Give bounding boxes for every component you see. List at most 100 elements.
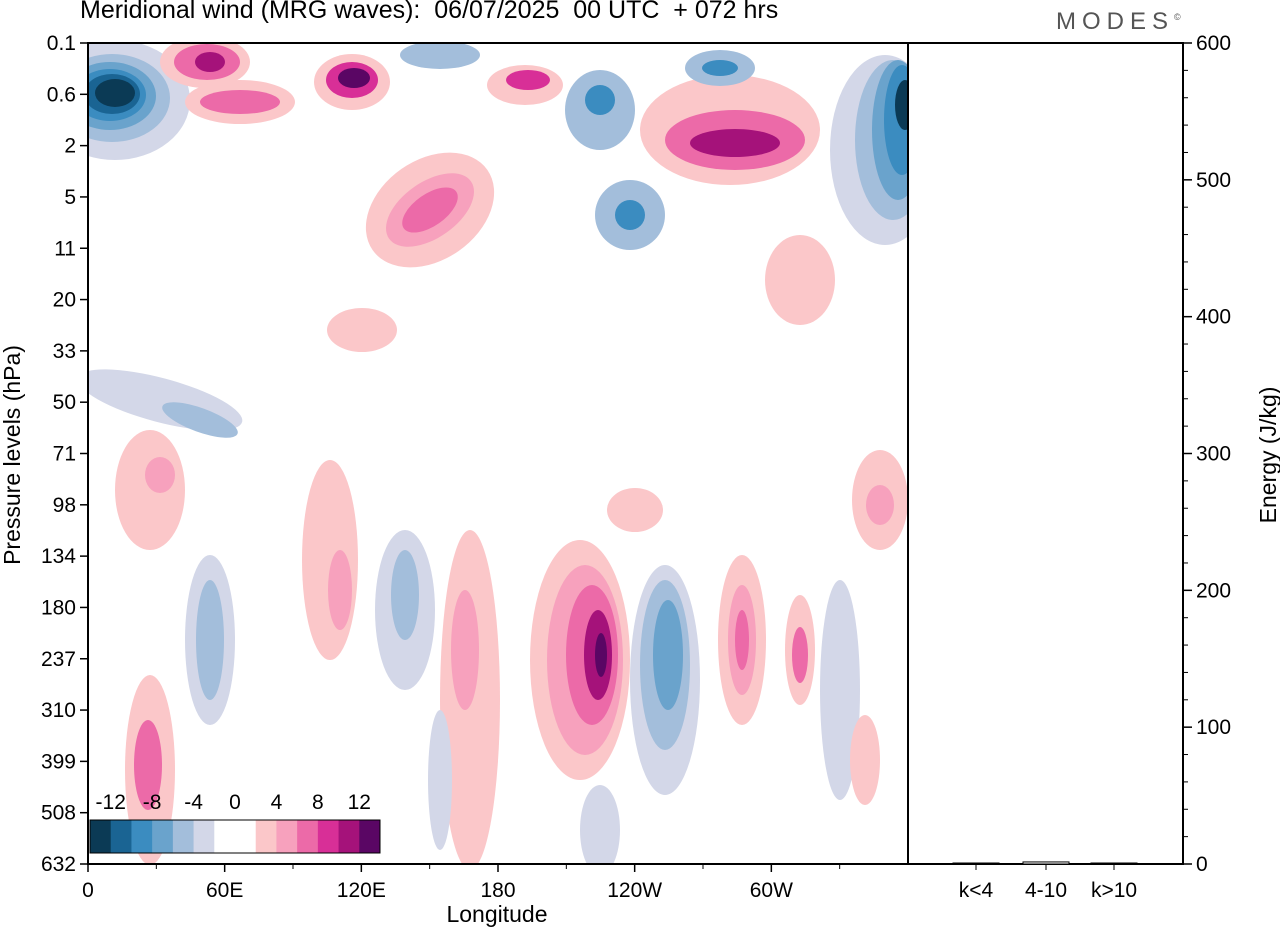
contour-neg-6 (95, 79, 135, 107)
modes-logo: MODES© (1056, 8, 1181, 35)
y-tick-label: 399 (41, 750, 76, 773)
colorbar-cell (193, 820, 215, 853)
colorbar-cell (110, 820, 132, 853)
energy-tick-label: 300 (1196, 443, 1231, 466)
x-tick-label: 180 (480, 879, 515, 902)
contour-pos-8 (338, 68, 370, 88)
contour-neg-17 (702, 60, 738, 76)
energy-tick-label: 100 (1196, 716, 1231, 739)
colorbar-cell (317, 820, 340, 853)
energy-bar (1090, 862, 1138, 865)
energy-axis: 0 100 200 300 400 500 600 (1183, 32, 1231, 876)
chart-title: Meridional wind (MRG waves): 06/07/2025 … (80, 0, 779, 24)
longitude-axis: 0 60E 120E 180 120W 60W (82, 864, 841, 902)
contour-neg-28 (820, 580, 860, 800)
bar-category-label: k>10 (1091, 879, 1137, 902)
y-tick-label: 71 (53, 443, 76, 466)
energy-tick-label: 600 (1196, 32, 1231, 55)
contour-neg-29 (580, 785, 620, 864)
contour-pos-34 (595, 633, 607, 677)
colorbar-cell (90, 820, 112, 853)
y-tick-label: 98 (53, 494, 76, 517)
colorbar-label: -4 (184, 791, 203, 814)
contour-pos-22 (607, 488, 663, 532)
y-tick-label: 20 (53, 289, 76, 312)
y-tick-label: 5 (64, 186, 76, 209)
contour-pos-19 (145, 457, 175, 493)
contour-neg-11 (895, 80, 908, 130)
energy-axis-title: Energy (J/kg) (1255, 387, 1280, 524)
colorbar-labels: -12 -8 -4 0 4 8 12 (96, 791, 371, 814)
contour-neg-22 (196, 580, 224, 700)
contour-pos-5 (200, 90, 280, 114)
energy-bars (952, 861, 1138, 865)
contour-pos-29 (451, 590, 479, 710)
contour-pos-16 (690, 129, 780, 157)
contour-pos-11 (402, 187, 458, 233)
contour-pos-18 (115, 430, 185, 550)
y-tick-label: 50 (53, 391, 76, 414)
energy-bar (952, 862, 1000, 865)
contour-pos-21 (866, 485, 894, 525)
y-tick-label: 11 (54, 237, 76, 260)
colorbar-cell (276, 820, 298, 853)
colorbar-cell (235, 820, 257, 853)
colorbar: -12 -8 -4 0 4 8 12 (89, 791, 381, 854)
energy-tick-label: 0 (1196, 853, 1208, 876)
y-tick-label: 237 (41, 648, 76, 671)
pressure-axis: 0.1 0.6 2 5 11 20 33 50 71 98 134 180 237 310 399 508 63… (41, 32, 88, 876)
bar-panel-frame (907, 42, 1184, 865)
contour-pos-25 (134, 720, 162, 810)
contour-neg-27 (653, 600, 683, 710)
contour-pos-40 (850, 715, 880, 805)
y-tick-label: 310 (41, 699, 76, 722)
contour-neg-15 (615, 200, 645, 230)
colorbar-cells (90, 820, 381, 853)
contour-pos-27 (328, 550, 352, 630)
x-tick-label: 120W (607, 879, 662, 902)
colorbar-label: -12 (96, 791, 126, 814)
colorbar-label: 4 (271, 791, 283, 814)
contour-neg-20 (162, 402, 238, 438)
y-tick-label: 0.1 (47, 32, 76, 55)
x-axis-title: Longitude (446, 901, 547, 927)
contour-neg-24 (391, 550, 419, 640)
contour-pos-13 (506, 70, 550, 90)
contour-pos-17 (327, 308, 397, 352)
colorbar-label: -8 (143, 791, 162, 814)
contour-pos-37 (735, 610, 749, 670)
contour-neg-30 (428, 710, 452, 850)
colorbar-cell (131, 820, 153, 853)
colorbar-cell (172, 820, 195, 853)
colorbar-cell (214, 820, 236, 853)
bar-category-label: 4-10 (1025, 879, 1067, 902)
colorbar-label: 12 (348, 791, 371, 814)
contour-pos-3 (195, 52, 225, 72)
energy-tick-label: 400 (1196, 306, 1231, 329)
x-tick-label: 120E (337, 879, 386, 902)
y-tick-label: 180 (41, 596, 76, 619)
colorbar-cell (297, 820, 319, 853)
wind-field (88, 43, 908, 864)
logo-text: MODES (1056, 8, 1175, 35)
y-axis-title: Pressure levels (hPa) (0, 345, 25, 565)
colorbar-label: 0 (229, 791, 241, 814)
y-tick-label: 2 (64, 135, 76, 158)
contour-neg-13 (585, 85, 615, 115)
y-tick-label: 508 (41, 802, 76, 825)
wavenumber-axis: k<4 4-10 k>10 (959, 864, 1137, 902)
x-tick-label: 60W (750, 879, 793, 902)
contour-neg-18 (400, 43, 480, 69)
y-tick-label: 134 (41, 545, 76, 568)
bar-category-label: k<4 (959, 879, 994, 902)
energy-tick-label: 200 (1196, 579, 1231, 602)
y-tick-label: 632 (41, 853, 76, 876)
colorbar-label: 8 (312, 791, 324, 814)
colorbar-cell (359, 820, 381, 853)
energy-bar (1022, 861, 1070, 865)
x-tick-label: 0 (82, 879, 94, 902)
y-tick-label: 33 (53, 340, 76, 363)
contour-pos-23 (765, 235, 835, 325)
y-tick-label: 0.6 (47, 83, 76, 106)
